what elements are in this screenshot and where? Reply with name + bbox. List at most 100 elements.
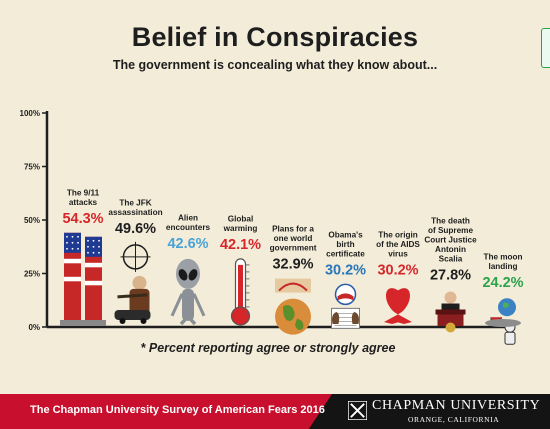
tower-star	[71, 241, 74, 244]
category-label-line: The death	[431, 217, 470, 226]
footer-bar: The Chapman University Survey of America…	[0, 394, 550, 429]
category-label-line: certificate	[326, 249, 365, 258]
category-label-line: Antonin	[435, 245, 466, 254]
bar-category-label: Plans for a one world government	[270, 225, 317, 253]
thermometer-bulb	[230, 306, 251, 326]
y-tick-label: 50%	[24, 216, 40, 225]
earth-land	[503, 302, 509, 308]
thermometer-icon	[230, 258, 251, 326]
speaker-body	[441, 303, 460, 314]
tower-star	[77, 241, 79, 244]
seal-arc	[278, 282, 308, 292]
bar-value-label: 32.9%	[272, 257, 313, 273]
bar-category-label: The JFK assassination	[108, 198, 162, 217]
red-ribbon	[384, 288, 412, 324]
bar-group: 54.3% The 9/11 attacks	[60, 188, 106, 326]
tower-star	[87, 239, 89, 242]
tower-star	[71, 247, 74, 250]
y-tick-label: 0%	[28, 323, 40, 332]
alien-eye	[178, 269, 188, 281]
bar-value-label: 30.2%	[325, 262, 366, 278]
bar-category-label: The 9/11 attacks	[67, 188, 100, 207]
tower-star	[92, 251, 95, 254]
bar-group: 30.2% Obama's birth certificate	[325, 230, 366, 329]
chart-title: Belief in Conspiracies	[131, 22, 419, 52]
bar-value-label: 42.6%	[167, 236, 208, 252]
category-label-line: assassination	[108, 208, 162, 217]
tower-stripe	[64, 258, 81, 264]
tower-star	[98, 245, 100, 248]
globe-continents	[283, 304, 304, 330]
y-axis: 0% 25% 50% 75% 100%	[20, 109, 505, 332]
category-label-line: attacks	[69, 198, 98, 207]
bar-category-label: The moon landing	[483, 253, 522, 272]
y-tick-label: 25%	[24, 270, 40, 279]
astronaut-body	[504, 331, 516, 345]
tower-star	[87, 251, 89, 254]
podium-seal	[445, 322, 456, 333]
podium-top	[435, 309, 466, 315]
category-label-line: virus	[388, 249, 408, 258]
chart-subtitle: The government is concealing what they k…	[112, 58, 438, 72]
baby-feet	[332, 312, 359, 324]
page-edge-tab	[541, 28, 550, 68]
bar-value-label: 27.8%	[430, 268, 471, 284]
category-label-line: Obama's	[328, 230, 363, 239]
bar-value-label: 42.1%	[220, 237, 261, 253]
bar-category-label: The death of Supreme Court Justice Antonin S…	[424, 217, 477, 264]
bar-category-label: The origin of the AIDS virus	[376, 230, 420, 258]
bar-category-label: Obama's birth certificate	[326, 230, 365, 258]
chapman-logo-icon	[348, 401, 367, 420]
rifle	[117, 293, 148, 299]
city-skyline	[60, 320, 106, 326]
category-label-line: one world	[274, 234, 313, 243]
category-label-line: Plans for a	[272, 225, 314, 234]
university-name: CHAPMAN UNIVERSITY	[372, 398, 541, 413]
category-label-line: The JFK	[119, 198, 151, 207]
moon-landing-icon	[485, 298, 521, 345]
category-label-line: The moon	[483, 253, 522, 262]
tower-star	[66, 235, 68, 238]
category-label-line: government	[270, 244, 317, 253]
category-label-line: The 9/11	[67, 188, 100, 197]
bar-group: 27.8% The death of Supreme Court Justice Ant…	[424, 217, 477, 333]
tower-star	[66, 247, 68, 250]
twin-towers-icon	[60, 232, 106, 326]
tower-star	[66, 241, 68, 244]
speaker-head	[444, 291, 457, 304]
tower-star	[87, 245, 89, 248]
shooter-head	[132, 275, 147, 290]
bar-group: 24.2% The moon landing	[482, 253, 524, 345]
bar-category-label: Alien encounters	[166, 213, 211, 232]
category-label-line: Scalia	[439, 255, 463, 264]
category-label-line: encounters	[166, 223, 211, 232]
bar-group: 30.2% The origin of the AIDS virus	[376, 230, 420, 324]
alien-head	[176, 258, 200, 289]
tower-star	[71, 235, 74, 238]
y-tick-label: 75%	[24, 163, 40, 172]
podium-stand	[437, 311, 464, 326]
birth-certificate-icon	[331, 283, 360, 329]
footnote: * Percent reporting agree or strongly ag…	[141, 341, 396, 355]
alien-legs	[179, 318, 197, 326]
y-tick-label: 100%	[20, 109, 40, 118]
category-label-line: Court Justice	[424, 236, 477, 245]
tower-stripe	[85, 280, 102, 286]
survey-name: The Chapman University Survey of America…	[30, 404, 325, 416]
tower-star	[98, 251, 100, 254]
limousine	[114, 310, 151, 320]
lunar-surface	[485, 319, 521, 327]
bar-group: 42.1% Global warming	[220, 214, 261, 326]
tower-star	[98, 239, 100, 242]
alien-arms	[170, 293, 206, 317]
bars-group: 54.3% The 9/11 attacks 49.6% The JFK assassin…	[60, 188, 524, 345]
obama-logo-stripe	[337, 293, 354, 301]
alien-icon	[170, 258, 206, 326]
jfk-icon	[114, 241, 151, 324]
wheel	[119, 318, 126, 324]
tower-star	[92, 245, 95, 248]
category-label-line: birth	[336, 240, 354, 249]
bar-category-label: Global warming	[223, 214, 258, 233]
alien-eye	[188, 269, 198, 281]
tower-star	[92, 239, 95, 242]
